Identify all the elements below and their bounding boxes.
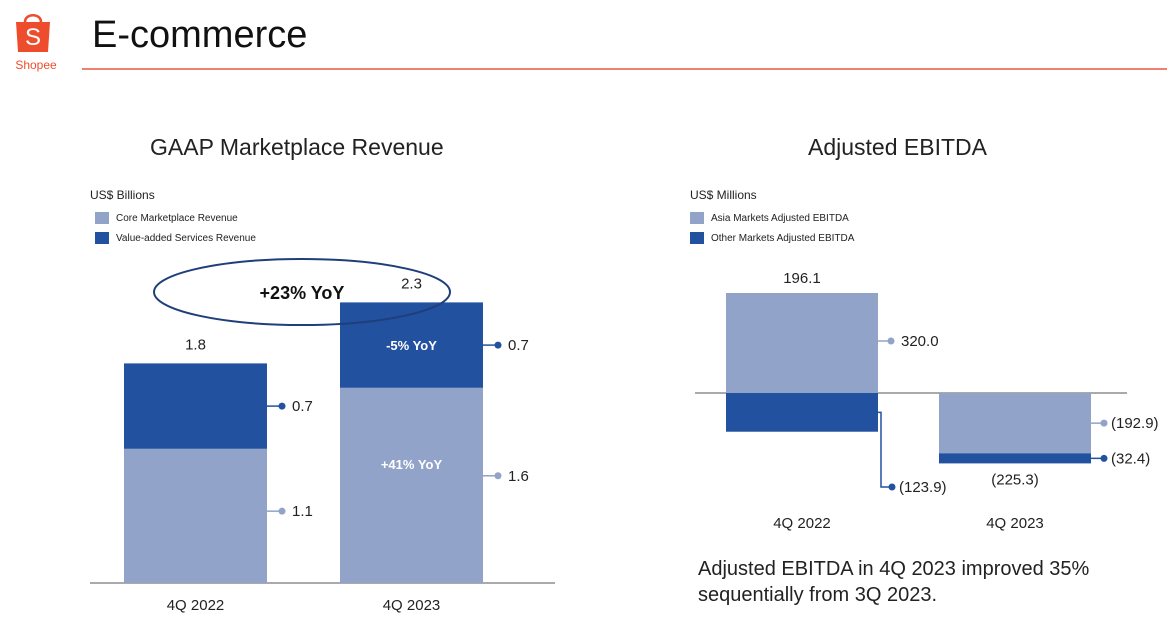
legend-core-marketplace: Core Marketplace Revenue xyxy=(95,212,238,224)
total-label-4q-2022: 1.8 xyxy=(185,336,206,353)
bar-core-4q-2022 xyxy=(124,448,267,583)
bar-other-4q-2022 xyxy=(726,393,878,432)
category-label-4q-2022: 4Q 2022 xyxy=(773,515,831,532)
legend-value-added: Value-added Services Revenue xyxy=(95,232,256,244)
bar-vas-4q-2023 xyxy=(340,302,483,388)
value-label-asia-4q-2022: 320.0 xyxy=(901,333,939,350)
leader-dot-vas-4q-2022 xyxy=(278,402,286,410)
revenue-chart: 1.8 0.7 1.1 4Q 2022 +41% YoY -5% YoY 2.3 0.7 1.6… xyxy=(90,258,555,614)
yoy-callout-ellipse xyxy=(153,258,451,326)
bar-core-4q-2023 xyxy=(340,387,483,583)
total-label-4q-2023: 2.3 xyxy=(401,275,422,292)
ebitda-chart-title: Adjusted EBITDA xyxy=(808,134,987,160)
value-label-other-4q-2023: (32.4) xyxy=(1111,450,1150,467)
leader-dot-other-4q-2022 xyxy=(888,483,896,491)
leader-dot-asia-4q-2022 xyxy=(887,337,895,345)
leader-dot-core-4q-2023 xyxy=(494,472,502,480)
value-label-core-4q-2023: 1.6 xyxy=(508,468,529,485)
legend-swatch-other xyxy=(690,232,704,244)
logo-text: Shopee xyxy=(15,58,57,72)
leader-dot-other-4q-2023 xyxy=(1100,454,1108,462)
value-label-vas-4q-2022: 0.7 xyxy=(292,398,313,415)
total-label-4q-2023: (225.3) xyxy=(991,471,1039,488)
value-label-vas-4q-2023: 0.7 xyxy=(508,337,529,354)
legend-label-other: Other Markets Adjusted EBITDA xyxy=(711,232,855,244)
ebitda-chart: 196.1 320.0 (123.9) 4Q 2022 (225.3) (192.9) (3… xyxy=(695,270,1159,532)
value-label-asia-4q-2023: (192.9) xyxy=(1111,415,1159,432)
ebitda-unit-label: US$ Millions xyxy=(690,188,757,202)
leader-dot-asia-4q-2023 xyxy=(1100,419,1108,427)
category-label-4q-2023: 4Q 2023 xyxy=(986,515,1044,532)
legend-asia-markets: Asia Markets Adjusted EBITDA xyxy=(690,212,849,224)
value-label-core-4q-2022: 1.1 xyxy=(292,503,313,520)
leader-other-4q-2022 xyxy=(878,411,891,488)
leader-dot-core-4q-2022 xyxy=(278,507,286,515)
category-label-4q-2022: 4Q 2022 xyxy=(167,597,225,614)
revenue-unit-label: US$ Billions xyxy=(90,188,155,202)
logo-letter: S xyxy=(25,24,41,51)
leader-dot-vas-4q-2023 xyxy=(494,341,502,349)
legend-label-asia: Asia Markets Adjusted EBITDA xyxy=(711,212,849,224)
page-title: E-commerce xyxy=(92,14,308,56)
value-label-other-4q-2022: (123.9) xyxy=(899,479,947,496)
total-label-4q-2022: 196.1 xyxy=(783,270,821,287)
ebitda-note: Adjusted EBITDA in 4Q 2023 improved 35% … xyxy=(698,558,1090,606)
bar-asia-4q-2022 xyxy=(726,293,878,393)
header-divider xyxy=(82,68,1167,70)
legend-swatch-vas xyxy=(95,232,109,244)
revenue-chart-title: GAAP Marketplace Revenue xyxy=(150,134,444,160)
bar-vas-4q-2022 xyxy=(124,363,267,449)
legend-swatch-core xyxy=(95,212,109,224)
bar-asia-4q-2023 xyxy=(939,393,1091,454)
bar-other-4q-2023 xyxy=(939,453,1091,464)
legend-swatch-asia xyxy=(690,212,704,224)
shopee-logo: S Shopee xyxy=(8,6,58,74)
category-label-4q-2023: 4Q 2023 xyxy=(383,597,441,614)
legend-label-core: Core Marketplace Revenue xyxy=(116,212,238,224)
yoy-callout-text: +23% YoY xyxy=(260,283,345,303)
legend-other-markets: Other Markets Adjusted EBITDA xyxy=(690,232,854,244)
shopping-bag-icon: S xyxy=(16,13,50,52)
legend-label-vas: Value-added Services Revenue xyxy=(116,232,256,244)
inner-label-core-4q-2023: +41% YoY xyxy=(381,457,443,472)
inner-label-vas-4q-2023: -5% YoY xyxy=(386,338,437,353)
